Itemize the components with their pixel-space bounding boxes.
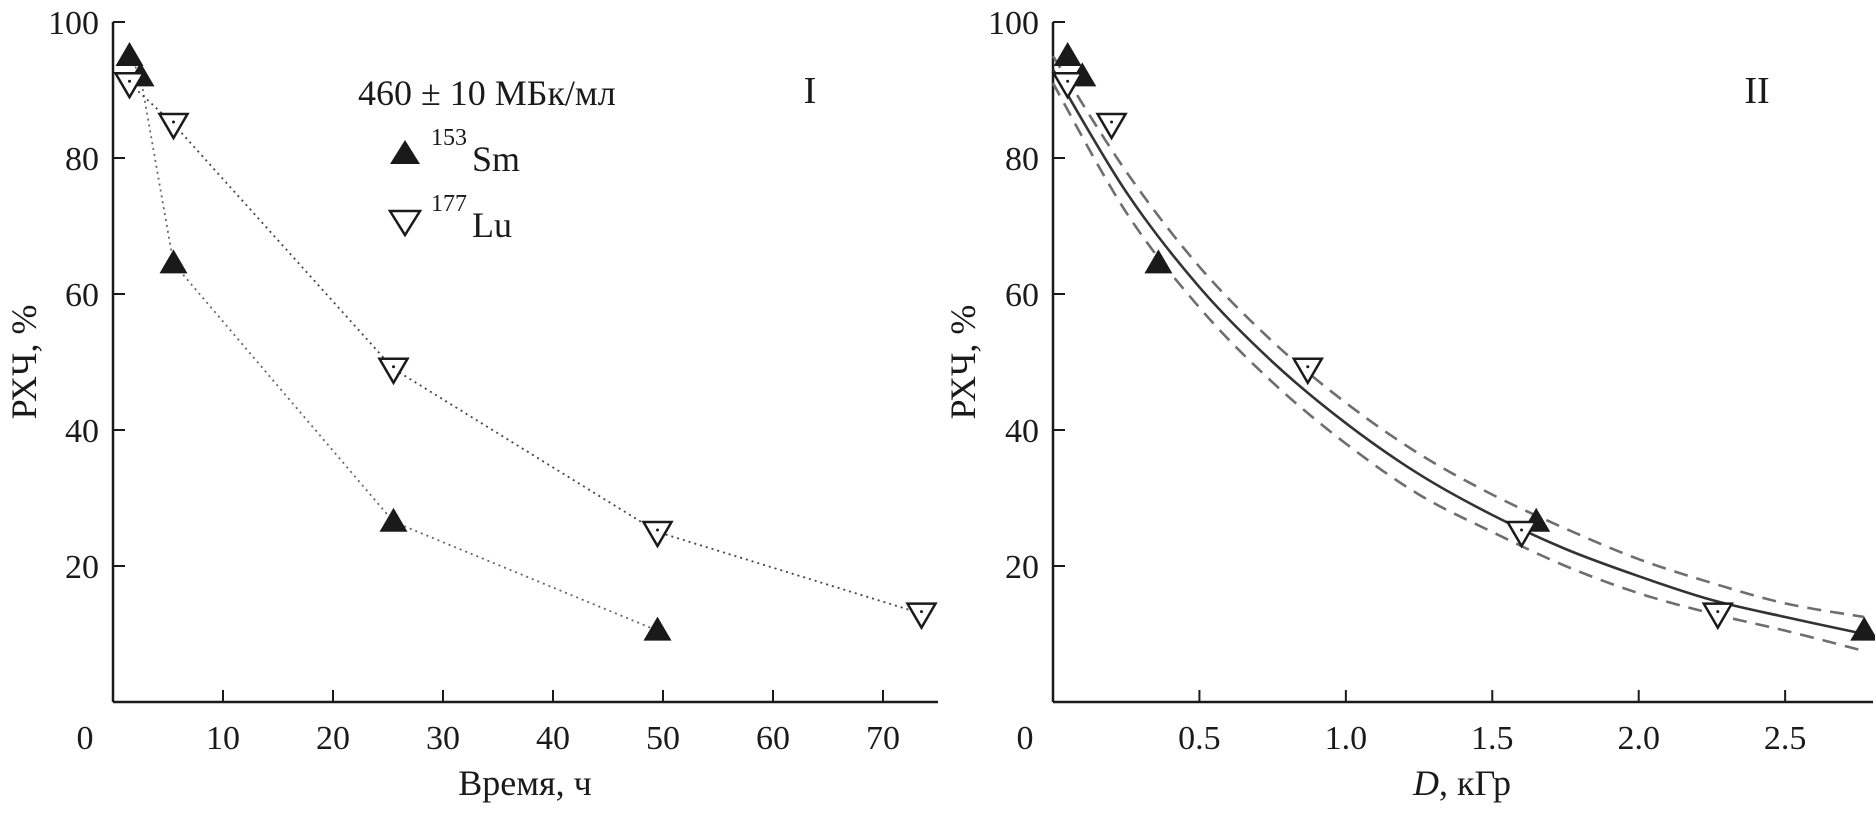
panel-ii-y-tick-label: 20 — [1005, 549, 1039, 586]
panel-ii-sm-point — [1144, 249, 1173, 274]
panel-i-y-tick-label: 20 — [65, 549, 99, 586]
panel-ii-x-tick-label: 1.0 — [1325, 720, 1368, 757]
panel-ii-y-tick-label: 40 — [1005, 413, 1039, 450]
panel-i-sm-line — [128, 55, 658, 632]
panel-ii-lu-point — [1701, 602, 1734, 631]
panel-ii-lower-confidence-curve — [1051, 82, 1865, 653]
panel-ii-lu-point-center-dot — [1520, 528, 1524, 532]
panel-i-lu-point-center-dot — [656, 528, 659, 532]
legend-lu-marker — [387, 209, 423, 238]
panel-ii-xlabel: D, кГр — [1412, 763, 1511, 803]
panel-ii-lu-point — [1051, 71, 1084, 100]
panel-i-sm-point — [115, 42, 144, 66]
panel-ii-label: II — [1744, 70, 1769, 112]
panel-i-sm-point — [643, 616, 672, 641]
panel-ii-upper-confidence-curve — [1051, 55, 1865, 619]
panel-ii-x-tick-label: 1.5 — [1471, 720, 1514, 757]
panel-i-x-tick-label: 0 — [77, 720, 94, 757]
panel-i-series-lines — [128, 55, 922, 632]
panel-i-x-tick-label: 40 — [536, 720, 570, 757]
legend-sm-label: Sm — [472, 139, 520, 179]
panel-ii-y-tick-label: 100 — [988, 5, 1039, 42]
panel-i-ticks: 0 10 20 30 40 50 60 70 20 40 60 80 100 — [48, 5, 900, 757]
panel-i-y-tick-label: 80 — [65, 141, 99, 178]
panel-ii: 0 0.5 1.0 1.5 2.0 2.5 20 40 60 80 100 II D, кГр РХ… — [943, 5, 1875, 803]
panel-i-x-tick-label: 60 — [756, 720, 790, 757]
panel-i-lu-point — [377, 357, 410, 386]
panel-i-lu-point-center-dot — [920, 610, 923, 614]
panel-i-xlabel: Время, ч — [458, 763, 591, 803]
panel-ii-y-tick-label: 60 — [1005, 277, 1039, 314]
panel-ii-sm-point — [1053, 42, 1082, 66]
legend: 460 ± 10 МБк/мл 153 Sm 177 Lu — [358, 73, 616, 245]
panel-i-x-tick-label: 20 — [316, 720, 350, 757]
panel-i-y-tick-label: 60 — [65, 277, 99, 314]
panel-ii-ylabel: РХЧ, % — [943, 305, 983, 420]
panel-ii-x-tick-label: 0 — [1017, 720, 1034, 757]
panel-ii-markers — [1051, 42, 1875, 641]
panel-i-lu-point-center-dot — [392, 365, 395, 369]
panel-ii-sm-point — [1850, 616, 1875, 641]
panel-i-lu-point-center-dot — [172, 120, 175, 124]
panel-i-sm-point — [159, 249, 188, 274]
panel-i: 0 10 20 30 40 50 60 70 20 40 60 80 100 I Время, ч РХ… — [4, 5, 938, 803]
legend-lu-label: Lu — [472, 205, 512, 245]
panel-i-x-tick-label: 70 — [866, 720, 900, 757]
panel-ii-lu-point-center-dot — [1716, 610, 1720, 614]
panel-i-lu-point — [113, 71, 146, 100]
panel-i-lu-point — [157, 112, 190, 141]
panel-i-lu-point — [905, 602, 938, 631]
panel-ii-fit-curve — [1051, 68, 1865, 636]
panel-ii-x-tick-label: 0.5 — [1178, 720, 1221, 757]
panel-i-y-tick-label: 40 — [65, 413, 99, 450]
panel-ii-xlabel-symbol: D — [1412, 763, 1439, 803]
panel-i-ylabel: РХЧ, % — [4, 305, 44, 420]
legend-sm-marker — [390, 140, 420, 164]
legend-sm-mass-number: 153 — [431, 125, 467, 151]
panel-ii-x-tick-label: 2.0 — [1617, 720, 1660, 757]
legend-title: 460 ± 10 МБк/мл — [358, 73, 616, 113]
panel-ii-lu-point-center-dot — [1110, 120, 1114, 124]
panel-ii-lu-point-center-dot — [1306, 365, 1310, 369]
panel-i-sm-point — [379, 507, 408, 532]
panel-i-y-tick-label: 100 — [48, 5, 99, 42]
panel-ii-x-tick-label: 2.5 — [1764, 720, 1807, 757]
panel-i-x-tick-label: 50 — [646, 720, 680, 757]
panel-ii-curves — [1051, 55, 1865, 653]
panel-ii-y-tick-label: 80 — [1005, 141, 1039, 178]
panel-ii-xlabel-unit: , кГр — [1439, 763, 1511, 803]
panel-i-label: I — [804, 70, 817, 112]
panel-i-lu-point — [641, 520, 674, 549]
panel-i-markers — [113, 42, 938, 641]
panel-ii-lu-point — [1095, 112, 1128, 141]
panel-ii-lu-point — [1291, 357, 1324, 386]
panel-ii-lu-point-center-dot — [1066, 79, 1070, 83]
panel-i-lu-line — [128, 82, 922, 615]
panel-ii-ticks: 0 0.5 1.0 1.5 2.0 2.5 20 40 60 80 100 — [988, 5, 1806, 757]
panel-ii-lu-point — [1505, 520, 1538, 549]
legend-lu-mass-number: 177 — [431, 191, 467, 217]
panel-i-lu-point-center-dot — [128, 79, 131, 83]
panel-i-x-tick-label: 10 — [206, 720, 240, 757]
panel-i-x-tick-label: 30 — [426, 720, 460, 757]
